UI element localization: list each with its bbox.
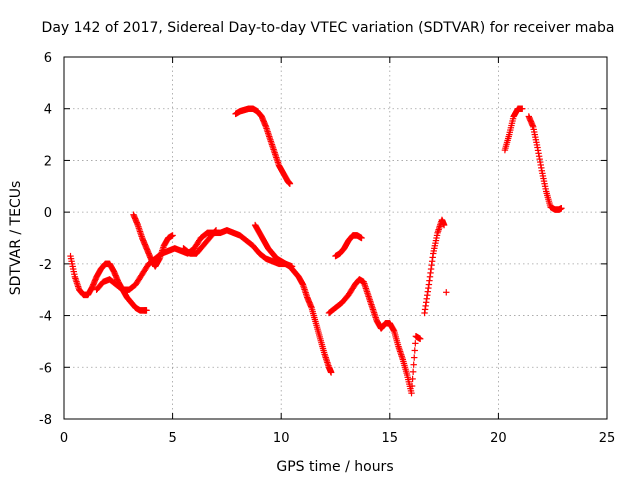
y-tick-label: -8: [39, 413, 52, 428]
data-point-arc-7: [412, 340, 419, 347]
x-axis-label: GPS time / hours: [276, 459, 393, 475]
y-tick-label: -6: [39, 361, 52, 376]
data-point-arc-10: [519, 105, 526, 112]
data-point-arc-3: [169, 232, 176, 239]
data-point-arc-7: [411, 347, 418, 354]
y-tick-label: 2: [44, 154, 52, 169]
y-tick-label: 0: [44, 206, 52, 221]
grid: [64, 57, 607, 419]
plot-frame: [63, 56, 608, 420]
x-tick-label: 15: [382, 431, 399, 446]
axis-ticks: 0 5 10 15 20 25 -8 -6 -4 -2 0 2 4 6: [39, 51, 615, 446]
x-tick-label: 25: [599, 431, 616, 446]
data-point-arc-7: [417, 335, 424, 343]
data-point-arc-7: [408, 382, 416, 390]
data-point-arc-7: [409, 368, 417, 376]
y-tick-label: -2: [39, 258, 52, 273]
x-tick-label: 5: [168, 431, 176, 446]
y-tick-label: 6: [44, 51, 52, 66]
data-point-arc-4: [212, 227, 220, 234]
data-point-arc-9: [443, 289, 450, 296]
data-point-arc-4: [212, 228, 219, 235]
data-point-arc-11: [558, 205, 565, 212]
data-point-arc-7: [409, 375, 416, 383]
x-tick-label: 10: [273, 431, 290, 446]
data-point-arc-1: [143, 307, 150, 314]
y-axis-label: SDTVAR / TECUs: [8, 181, 24, 296]
y-tick-label: -4: [39, 310, 52, 325]
data-point-arc-9: [440, 221, 448, 229]
data-points: [67, 105, 565, 397]
data-point-arc-7: [410, 361, 417, 368]
y-tick-label: 4: [44, 103, 52, 118]
data-point-arc-8: [358, 234, 365, 242]
data-point-arc-7: [408, 389, 415, 397]
x-tick-label: 0: [60, 431, 68, 446]
data-point-arc-6: [327, 369, 335, 376]
data-point-arc-5: [286, 180, 294, 187]
chart-title: Day 142 of 2017, Sidereal Day-to-day VTE…: [42, 20, 615, 36]
x-tick-label: 20: [490, 431, 507, 446]
data-point-arc-7: [411, 354, 418, 361]
